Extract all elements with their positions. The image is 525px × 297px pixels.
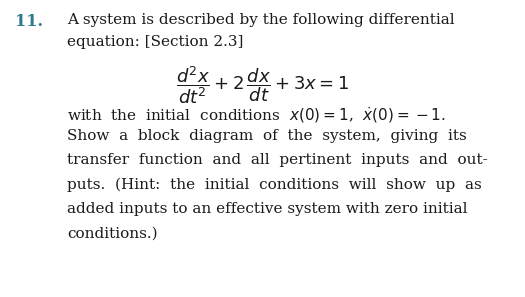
Text: $\dfrac{d^2x}{dt^2} + 2\,\dfrac{dx}{dt} + 3x = 1$: $\dfrac{d^2x}{dt^2} + 2\,\dfrac{dx}{dt} …	[176, 64, 349, 106]
Text: equation: [Section 2.3]: equation: [Section 2.3]	[67, 35, 244, 49]
Text: conditions.): conditions.)	[67, 227, 158, 241]
Text: transfer  function  and  all  pertinent  inputs  and  out-: transfer function and all pertinent inpu…	[67, 154, 488, 168]
Text: Show  a  block  diagram  of  the  system,  giving  its: Show a block diagram of the system, givi…	[67, 129, 467, 143]
Text: added inputs to an effective system with zero initial: added inputs to an effective system with…	[67, 202, 468, 216]
Text: with  the  initial  conditions  $x(0) = 1$,  $\dot{x}(0) = -1$.: with the initial conditions $x(0) = 1$, …	[67, 105, 446, 125]
Text: A system is described by the following differential: A system is described by the following d…	[67, 13, 455, 27]
Text: puts.  (Hint:  the  initial  conditions  will  show  up  as: puts. (Hint: the initial conditions will…	[67, 178, 482, 192]
Text: 11.: 11.	[15, 13, 43, 30]
